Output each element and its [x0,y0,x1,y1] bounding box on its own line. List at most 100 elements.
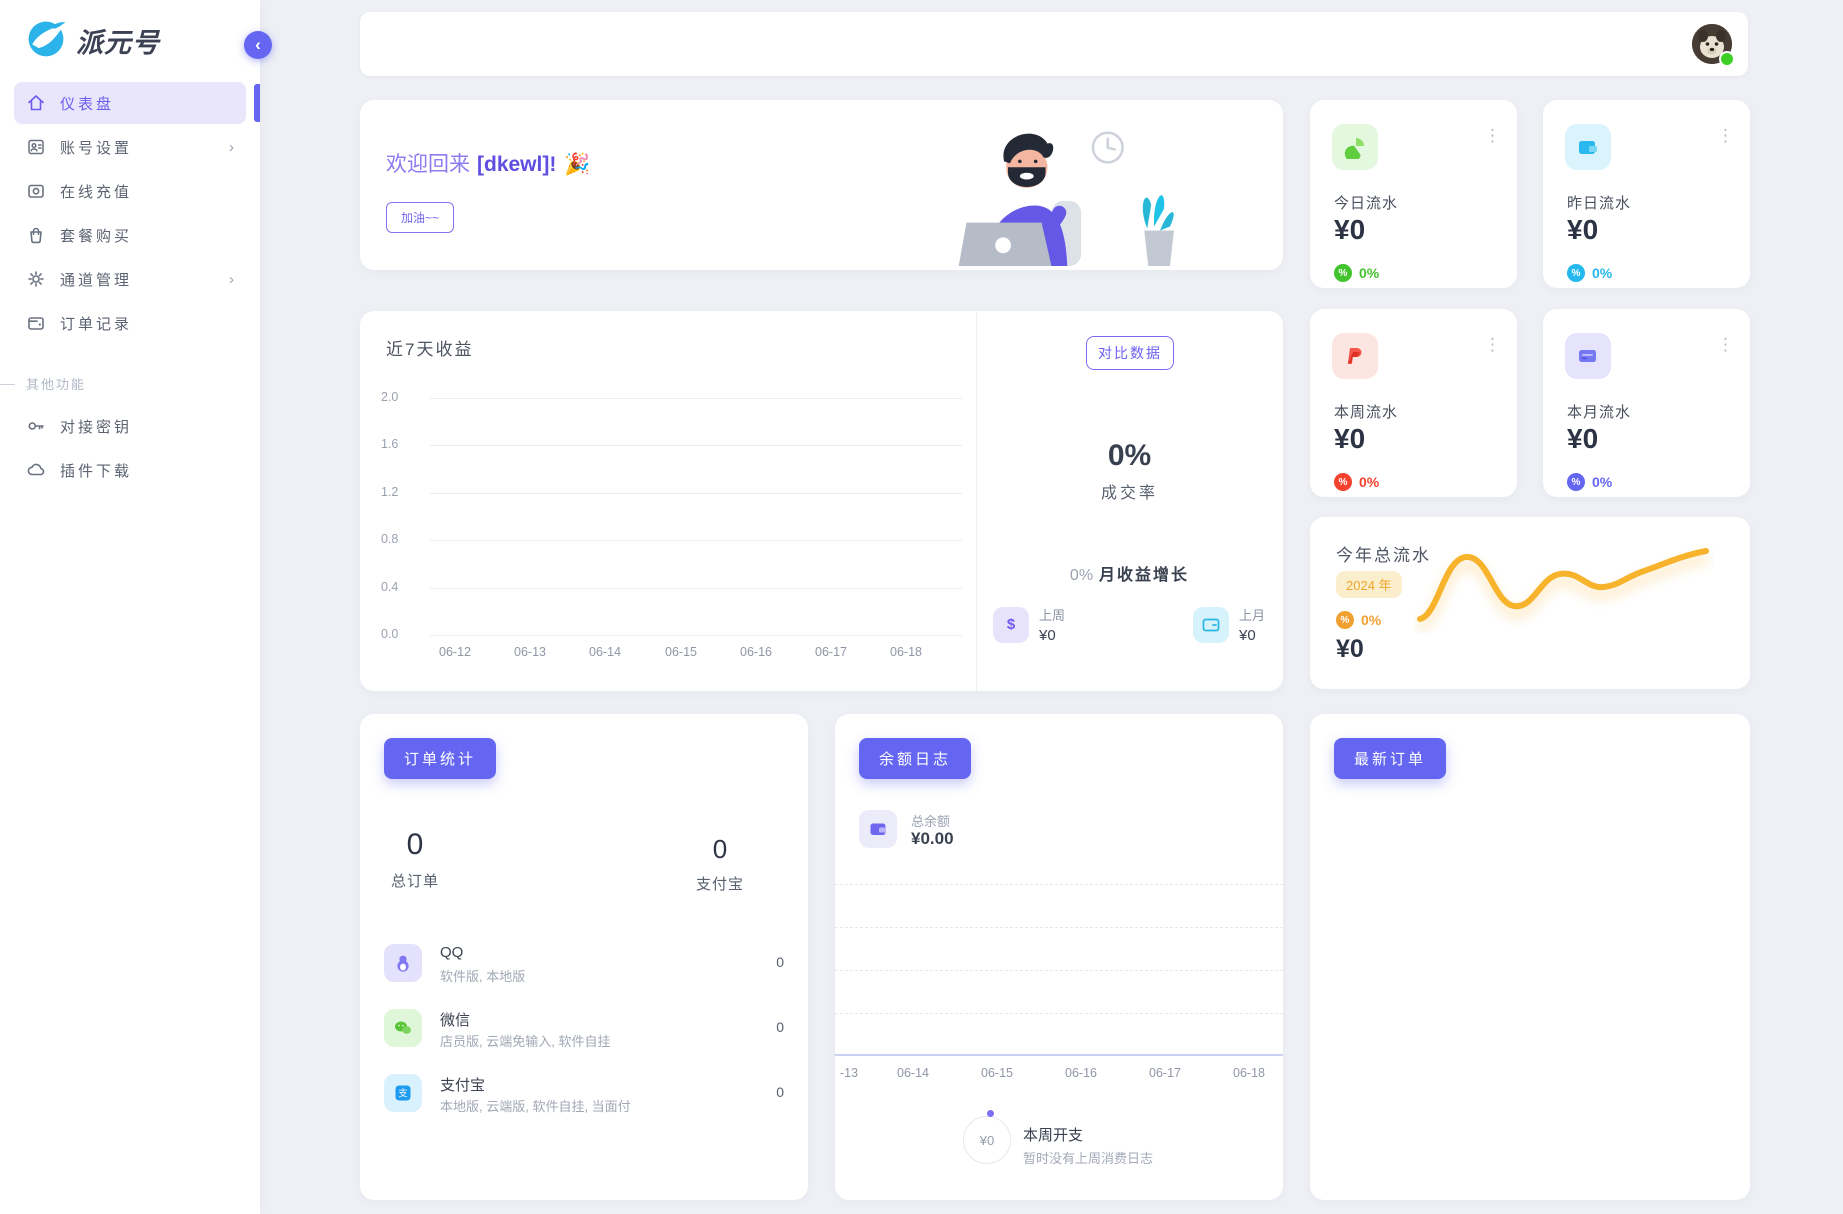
channel-desc: 本地版, 云端版, 软件自挂, 当面付 [440,1099,631,1114]
sidebar-item-api-keys[interactable]: 对接密钥 [14,405,246,447]
last-week-label: 上周 [1039,608,1066,623]
x-axis-tick: 06-18 [1233,1066,1265,1080]
last-week-item: $ 上周 ¥0 [993,605,1065,644]
gridline [430,493,962,494]
deal-rate-value: 0% [1107,439,1152,472]
stat-value: ¥0 [1334,214,1366,245]
party-popper-emoji: 🎉 [564,153,591,176]
gear-icon [26,269,46,289]
channel-row-qq: QQ 软件版, 本地版 0 [384,944,784,988]
y-axis-tick: 1.2 [381,485,399,499]
y-axis-tick: 0.4 [381,580,399,594]
kebab-menu-icon[interactable]: ⋮ [1484,126,1501,145]
sidebar-item-label: 账号设置 [60,139,133,157]
stat-value: ¥0 [1334,423,1366,454]
collapse-chevron-icon: ‹ [255,35,261,54]
stat-card-today-flow: ⋮ 今日流水 ¥0 % 0% [1310,100,1517,288]
stat-card-month-flow: ⋮ 本月流水 ¥0 % 0% [1543,309,1750,497]
sidebar-item-label: 套餐购买 [60,227,133,245]
wallet-icon [1565,124,1611,170]
order-stats-button[interactable]: 订单统计 [384,738,497,779]
cheer-button[interactable]: 加油~~ [386,202,455,233]
stat-title: 今日流水 [1334,195,1399,212]
welcome-title: 欢迎回来 [dkewl]! 🎉 [386,148,591,178]
growth-label: 月收益增长 [1099,567,1190,584]
wallet-icon [26,313,46,333]
gridline [430,540,962,541]
total-orders-label: 总订单 [390,873,439,890]
gridline [430,588,962,589]
alipay-orders-label: 支付宝 [695,876,744,893]
stat-percent: 0% [1359,265,1380,281]
active-menu-indicator [254,84,260,122]
logo-text: 派元号 [76,28,160,58]
year-card-title: 今年总流水 [1336,546,1431,565]
x-axis-tick: 06-17 [1149,1066,1181,1080]
stat-trend: % 0% [1334,264,1379,282]
sidebar-item-plugin-download[interactable]: 插件下载 [14,449,246,491]
y-axis-tick: 2.0 [381,390,399,404]
total-orders-value: 0 [406,828,424,861]
home-icon [26,93,46,113]
card-icon [1565,333,1611,379]
chevron-right-icon: › [229,270,234,288]
stat-percent: 0% [1592,474,1613,490]
growth-percent: 0% [1069,567,1094,584]
channel-name: QQ [440,944,464,961]
stat-trend: % 0% [1567,473,1612,491]
sidebar-collapse-button[interactable]: ‹ [244,31,272,59]
latest-orders-card: 最新订单 [1310,714,1750,1200]
kebab-menu-icon[interactable]: ⋮ [1484,335,1501,354]
recharge-icon [26,181,46,201]
sidebar-item-dashboard[interactable]: 仪表盘 [14,82,246,124]
dashed-gridline [835,927,1283,928]
stat-percent: 0% [1359,474,1380,490]
kebab-menu-icon[interactable]: ⋮ [1717,335,1734,354]
x-axis-tick: 06-16 [740,645,772,659]
chevron-right-icon: › [229,138,234,156]
x-axis-tick: 06-15 [981,1066,1013,1080]
sidebar-item-label: 通道管理 [60,271,133,289]
sidebar-item-label: 在线充值 [60,183,133,201]
channel-name: 微信 [440,1012,471,1029]
y-axis-tick: 1.6 [381,437,399,451]
gridline [430,635,962,636]
percent-badge-icon: % [1334,473,1352,491]
compare-data-button[interactable]: 对比数据 [1086,336,1174,370]
divider [976,311,977,691]
sidebar-item-channel-management[interactable]: 通道管理 › [14,258,246,300]
kebab-menu-icon[interactable]: ⋮ [1717,126,1734,145]
package-icon [26,225,46,245]
week-expense-note: 暂时没有上周消费日志 [1023,1151,1154,1166]
alipay-icon: 支 [384,1074,422,1112]
channel-count: 0 [776,1019,784,1035]
working-person-illustration [958,131,1174,267]
latest-orders-button[interactable]: 最新订单 [1334,738,1447,779]
stat-value: ¥0 [1567,423,1599,454]
svg-text:支: 支 [398,1088,408,1100]
dollar-icon: $ [993,606,1029,643]
x-axis-tick: 06-14 [589,645,621,659]
pie-chart-icon [1332,124,1378,170]
app-logo[interactable]: 派元号 [24,16,160,65]
week-expense-circle: ¥0 [963,1116,1011,1164]
year-badge: 2024 年 [1336,571,1402,598]
stat-title: 昨日流水 [1567,195,1632,212]
channel-row-wechat: 微信 店员版, 云端免输入, 软件自挂 0 [384,1009,784,1053]
x-axis-tick: -13 [839,1066,859,1080]
sidebar-item-order-records[interactable]: 订单记录 [14,302,246,344]
sidebar-item-package-purchase[interactable]: 套餐购买 [14,214,246,256]
total-balance-label: 总余额 [911,814,951,829]
last-month-item: 上月 ¥0 [1192,605,1265,644]
y-axis-tick: 0.8 [381,532,399,546]
sidebar-menu: 仪表盘 账号设置 › 在线充值 套餐购买 [0,80,260,493]
year-trend: % 0% [1336,611,1381,629]
balance-log-button[interactable]: 余额日志 [859,738,972,779]
online-status-dot [1719,51,1735,67]
last-month-label: 上月 [1238,608,1265,623]
user-avatar[interactable] [1692,24,1732,64]
channel-row-alipay: 支 支付宝 本地版, 云端版, 软件自挂, 当面付 0 [384,1074,784,1118]
sidebar-item-account-settings[interactable]: 账号设置 › [14,126,246,168]
stat-value: ¥0 [1567,214,1599,245]
sidebar-item-online-recharge[interactable]: 在线充值 [14,170,246,212]
